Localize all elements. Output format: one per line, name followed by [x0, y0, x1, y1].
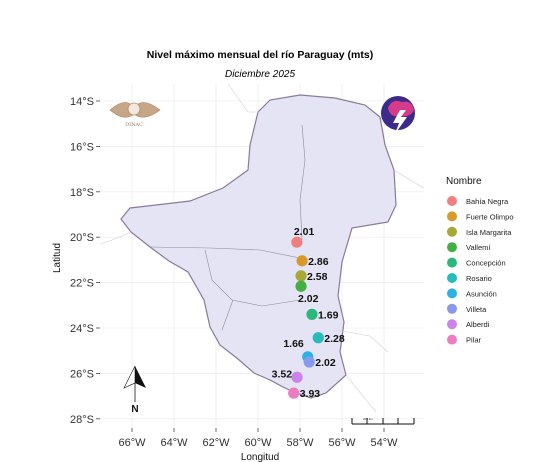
- station-point: [291, 236, 303, 248]
- y-tick-label: 28°S: [70, 414, 94, 426]
- legend-key: [447, 288, 457, 299]
- station-points: 2.01 2.86 2.58 2.02 1.69 2.28 1.66 2.02 3.52 3.93: [272, 226, 345, 400]
- dinac-logo: DINAC: [109, 102, 161, 128]
- legend-key: [447, 273, 457, 283]
- legend-label: Concepción: [466, 259, 506, 268]
- station-value-label: 2.02: [298, 293, 319, 305]
- legend-label: Bahía Negra: [466, 197, 509, 206]
- x-tick-label: 56°W: [328, 437, 356, 449]
- chart-title: Nivel máximo mensual del río Paraguay (m…: [147, 49, 373, 61]
- y-tick-label: 16°S: [70, 141, 94, 153]
- x-tick-label: 62°W: [202, 437, 230, 449]
- legend-label: Rosario: [466, 274, 492, 283]
- x-axis-title: Longitud: [241, 452, 279, 462]
- legend-label: Asunción: [466, 289, 497, 298]
- neighbor-border-5: [335, 329, 389, 353]
- legend-key: [447, 334, 457, 345]
- internal-border-4: [299, 124, 306, 241]
- y-tick-label: 24°S: [70, 323, 94, 335]
- station-value-label: 2.28: [324, 333, 345, 345]
- x-axis-ticks: 66°W 64°W 62°W 60°W 58°W 56°W 54°W: [118, 428, 398, 449]
- station-value-label: 2.86: [308, 256, 329, 268]
- lightning-icon: [393, 110, 407, 134]
- chart-subtitle: Diciembre 2025: [225, 69, 295, 80]
- x-tick-label: 66°W: [118, 437, 146, 449]
- legend-key: [447, 319, 457, 330]
- legend-key: [447, 196, 457, 206]
- legend-key: [447, 242, 457, 253]
- y-tick-label: 22°S: [70, 278, 94, 290]
- legend-key: [447, 211, 457, 222]
- legend-label: Alberdi: [466, 320, 490, 329]
- station-value-label: 1.69: [318, 309, 339, 321]
- legend-label: Vallemí: [466, 243, 491, 252]
- neighbor-border-1: [227, 83, 258, 113]
- station-point: [312, 332, 324, 344]
- legend-label: Fuerte Olimpo: [466, 212, 514, 221]
- storm-logo: [381, 96, 415, 134]
- station-point: [295, 270, 307, 282]
- station-point: [296, 255, 308, 267]
- internal-border-1: [149, 246, 301, 259]
- legend: Nombre Bahía Negra Fuerte Olimpo Isla Marg…: [446, 176, 514, 345]
- station-value-label: 2.01: [294, 226, 315, 238]
- y-tick-label: 18°S: [70, 187, 94, 199]
- y-axis-ticks: 14°S 16°S 18°S 20°S 22°S 24°S 26°S 28°S: [70, 96, 100, 426]
- station-value-label: 3.52: [272, 368, 293, 380]
- legend-label: Pilar: [466, 336, 482, 345]
- north-arrow: N: [123, 365, 146, 415]
- legend-key: [447, 257, 457, 268]
- legend-label: Villeta: [466, 305, 487, 314]
- scale-bar: 200 km: [351, 417, 415, 425]
- x-tick-label: 54°W: [370, 437, 398, 449]
- station-point: [288, 387, 300, 399]
- neighbor-border-3: [345, 374, 377, 413]
- station-point: [306, 308, 318, 320]
- legend-key: [447, 303, 457, 314]
- station-value-label: 1.66: [283, 338, 304, 350]
- legend-label: Isla Margarita: [466, 228, 512, 237]
- legend-title: Nombre: [446, 176, 482, 187]
- logo-text: DINAC: [125, 122, 143, 128]
- station-point: [303, 356, 315, 368]
- legend-key: [447, 226, 457, 237]
- internal-border-3: [221, 299, 234, 331]
- x-tick-label: 58°W: [286, 437, 314, 449]
- scale-label: 200 km: [363, 417, 373, 421]
- x-tick-label: 60°W: [244, 437, 272, 449]
- neighbor-border-2: [393, 169, 425, 189]
- station-point: [295, 280, 307, 292]
- station-value-label: 2.58: [307, 271, 328, 283]
- y-tick-label: 14°S: [70, 96, 94, 108]
- map-panel: DINAC N 200 km 2.01 2.86 2.58 2.02 1.69 2.28 1…: [99, 83, 425, 428]
- x-tick-label: 64°W: [160, 437, 188, 449]
- station-value-label: 3.93: [300, 388, 321, 400]
- y-tick-label: 20°S: [70, 232, 94, 244]
- north-label: N: [131, 404, 138, 415]
- y-tick-label: 26°S: [70, 368, 94, 380]
- internal-border-2: [204, 249, 301, 307]
- y-axis-title: Latitud: [52, 243, 63, 273]
- station-value-label: 2.02: [315, 357, 336, 369]
- neighbor-border-4: [99, 231, 132, 245]
- station-point: [291, 371, 303, 383]
